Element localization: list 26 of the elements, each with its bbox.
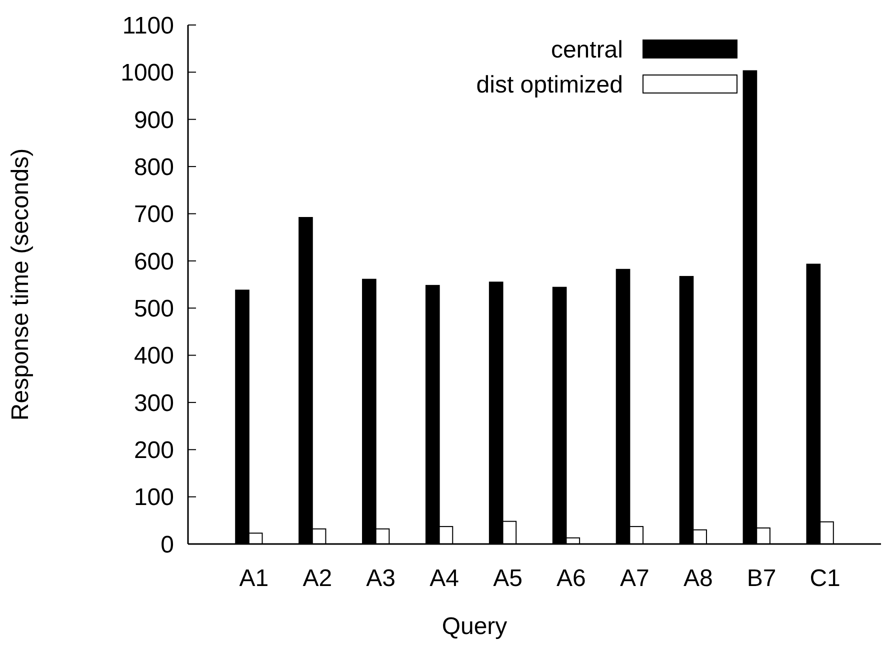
y-tick-label: 500 bbox=[134, 295, 174, 322]
x-tick-label: A5 bbox=[493, 565, 522, 592]
y-tick-label: 0 bbox=[160, 531, 174, 558]
x-tick-label: A6 bbox=[556, 565, 586, 592]
y-tick-label: 1000 bbox=[120, 60, 174, 87]
y-tick-label: 700 bbox=[134, 201, 174, 228]
y-tick-label: 800 bbox=[134, 154, 174, 181]
y-tick-label: 300 bbox=[134, 390, 174, 417]
x-tick-label: A7 bbox=[620, 565, 650, 592]
y-tick-label: 200 bbox=[134, 437, 174, 464]
y-tick-label: 900 bbox=[134, 106, 174, 134]
x-tick-label: A1 bbox=[239, 565, 269, 592]
y-tick-label: 600 bbox=[134, 248, 174, 276]
x-tick-label: A4 bbox=[430, 565, 459, 592]
x-tick-label: B7 bbox=[746, 565, 776, 592]
y-tick-label: 100 bbox=[134, 484, 174, 512]
legend-label: central bbox=[550, 36, 623, 64]
y-axis-title: Response time (seconds) bbox=[7, 148, 34, 421]
x-tick-label: A2 bbox=[302, 565, 332, 592]
x-axis-title: Query bbox=[442, 613, 508, 640]
x-tick-label: C1 bbox=[810, 565, 840, 592]
x-tick-label: A3 bbox=[366, 565, 396, 592]
y-tick-label: 400 bbox=[134, 342, 174, 370]
x-tick-label: A8 bbox=[683, 565, 713, 592]
legend-label: dist optimized bbox=[476, 71, 623, 98]
y-tick-label: 1100 bbox=[122, 12, 174, 40]
